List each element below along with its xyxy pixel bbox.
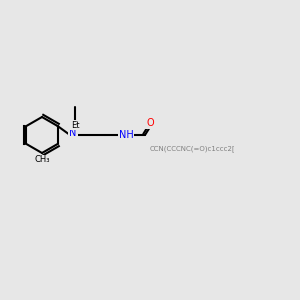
Text: N: N — [69, 128, 77, 138]
Text: Et: Et — [71, 121, 79, 130]
Text: CCN(CCCNC(=O)c1ccc2[: CCN(CCCNC(=O)c1ccc2[ — [150, 145, 236, 152]
Text: O: O — [146, 118, 154, 128]
Text: NH: NH — [118, 130, 134, 140]
Text: CH₃: CH₃ — [34, 155, 50, 164]
